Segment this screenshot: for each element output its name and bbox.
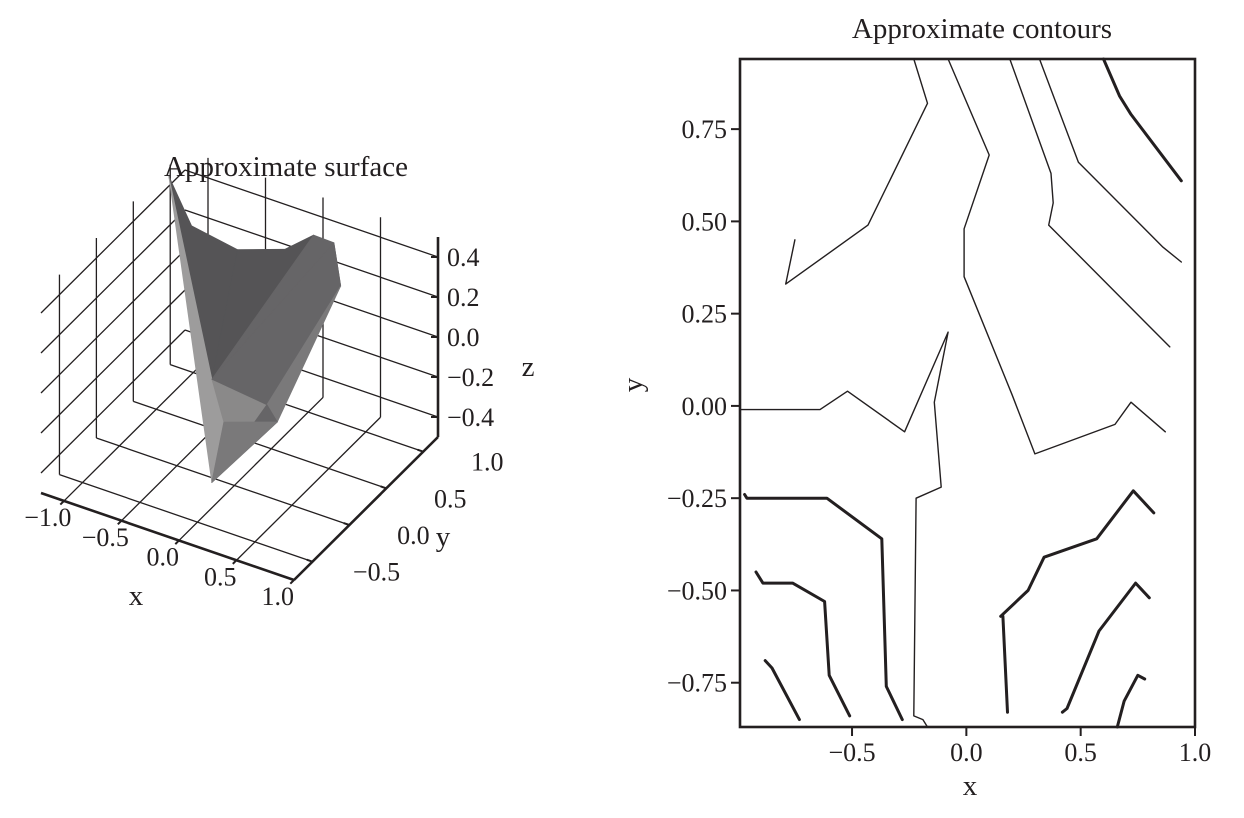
- surface-z-tick-label-0: 0.4: [447, 243, 480, 272]
- contour-line-9: [763, 659, 801, 722]
- surface-mesh: [168, 175, 342, 483]
- contour-y-tick-label-5: −0.50: [667, 576, 727, 605]
- contour-x-tick-label-2: 0.5: [1064, 738, 1097, 767]
- contour-line-1: [785, 58, 929, 285]
- contour-title: Approximate contours: [852, 13, 1112, 45]
- surface-x-tick-label-0: −1.0: [24, 503, 71, 532]
- contour-line-10: [999, 489, 1156, 618]
- surface-x-tick-3: [232, 559, 238, 565]
- surface-z-axis-label: z: [522, 351, 535, 383]
- contour-x-tick-label-0: −0.5: [828, 738, 875, 767]
- surface-z-tick-label-2: 0.0: [447, 323, 480, 352]
- surface-gridline-14: [133, 400, 387, 489]
- surface-x-tick-2: [174, 539, 180, 545]
- surface-gridline-0: [63, 357, 209, 502]
- surface-y-tick-label-2: 0.5: [434, 484, 467, 513]
- surface-y-axis-line: [293, 436, 439, 581]
- contour-y-tick-label-3: 0.00: [682, 392, 728, 421]
- contour-line-12: [1060, 581, 1151, 714]
- contour-y-tick-label-1: 0.50: [682, 207, 728, 236]
- contour-ticks: −0.5 0.0 0.5 1.0 0.75 0.50 0.25 0.00 −0.25 −0.50 −…: [667, 115, 1211, 767]
- surface-gridline-26: [40, 329, 186, 474]
- surface-y-tick-2: [380, 485, 387, 490]
- surface-z-tick-label-4: −0.4: [447, 403, 494, 432]
- surface-y-tick-label-0: −0.5: [353, 558, 400, 587]
- contour-lines: [739, 57, 1183, 729]
- surface-y-tick-0: [306, 558, 313, 563]
- surface-face-front-tip: [211, 421, 278, 483]
- surface-gridline-19: [184, 169, 439, 258]
- contour-line-2: [947, 58, 1167, 455]
- surface-tick-labels: −1.0−0.50.00.51.0−0.50.00.51.00.40.20.0−…: [24, 243, 503, 611]
- surface-x-tick-4: [289, 579, 295, 585]
- surface-gridline-20: [40, 209, 186, 354]
- contour-line-5: [739, 331, 949, 728]
- surface-x-tick-label-4: 1.0: [262, 582, 295, 611]
- contour-y-tick-label-2: 0.25: [682, 300, 728, 329]
- surface-gridline-24: [40, 289, 186, 434]
- contour-line-8: [754, 570, 852, 718]
- surface-gridline-6: [236, 416, 381, 561]
- surface-x-tick-label-1: −0.5: [82, 523, 129, 552]
- contour-plot-frame: [738, 57, 1197, 729]
- surface-grid: [40, 157, 439, 581]
- contour-line-13: [1115, 673, 1147, 729]
- contour-y-tick-label-4: −0.25: [667, 484, 727, 513]
- surface-gridline-12: [96, 437, 350, 526]
- contour-line-11: [1001, 614, 1009, 714]
- surface-chart: Approximate surface −1.0−0.50.00.51.0−0.…: [24, 151, 534, 612]
- surface-x-tick-0: [59, 500, 65, 506]
- surface-y-tick-1: [343, 522, 350, 526]
- surface-x-tick-label-2: 0.0: [147, 543, 180, 572]
- surface-gridline-22: [40, 249, 186, 394]
- surface-x-axis-line: [40, 491, 295, 582]
- contour-y-tick-label-6: −0.75: [667, 669, 727, 698]
- surface-x-tick-label-3: 0.5: [204, 562, 237, 591]
- surface-y-axis-label: y: [436, 521, 451, 553]
- surface-title: Approximate surface: [164, 151, 408, 183]
- surface-y-tick-label-3: 1.0: [471, 448, 504, 477]
- contour-y-tick-label-0: 0.75: [682, 115, 728, 144]
- surface-z-tick-label-3: −0.2: [447, 363, 494, 392]
- contour-line-7: [743, 493, 904, 722]
- surface-x-tick-1: [117, 519, 123, 526]
- surface-gridline-4: [178, 396, 324, 541]
- contour-line-6: [1102, 57, 1183, 183]
- surface-y-tick-3: [417, 448, 424, 453]
- contour-x-tick-label-1: 0.0: [950, 738, 983, 767]
- contour-chart: Approximate contours −0.5 0.0 0.5 1.0 0.75 0.…: [617, 13, 1211, 802]
- surface-gridline-18: [40, 169, 186, 314]
- surface-x-axis-label: x: [129, 580, 144, 612]
- surface-z-tick-label-1: 0.2: [447, 283, 480, 312]
- contour-line-3: [1009, 58, 1171, 348]
- contour-y-axis-label: y: [617, 377, 649, 392]
- surface-gridline-10: [59, 474, 313, 563]
- surface-y-tick-label-1: 0.0: [397, 521, 430, 550]
- contour-line-4: [1038, 58, 1183, 263]
- contour-x-tick-label-3: 1.0: [1179, 738, 1212, 767]
- contour-x-axis-label: x: [963, 770, 978, 802]
